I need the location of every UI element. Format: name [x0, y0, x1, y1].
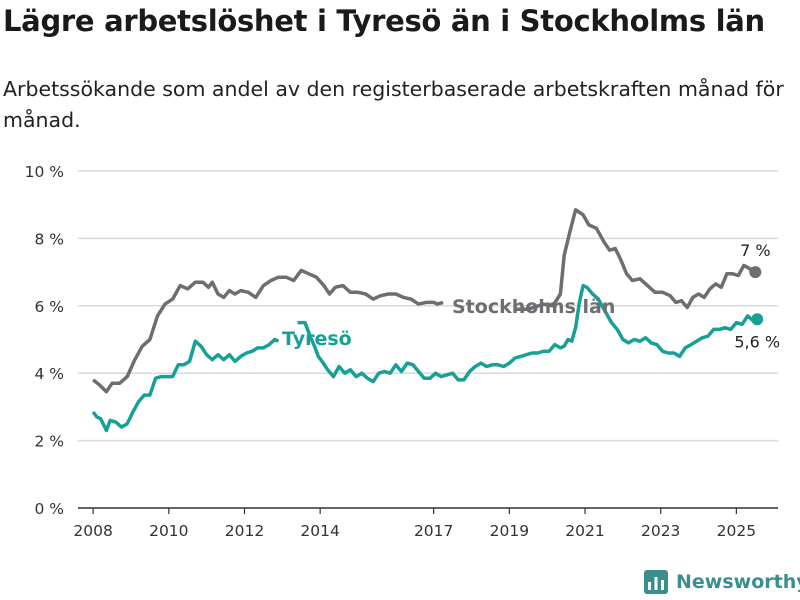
y-tick-label: 6 % [34, 298, 64, 316]
y-tick-label: 10 % [25, 163, 64, 181]
x-tick-label: 2021 [565, 522, 604, 540]
series-label-tyreso: Tyresö [282, 328, 352, 350]
x-tick-label: 2025 [717, 522, 756, 540]
x-tick-label: 2010 [149, 522, 188, 540]
end-point-stockholms-lan [749, 266, 762, 279]
series-label-stockholms-lan: Stockholms län [452, 296, 615, 318]
x-tick-label: 2008 [73, 522, 112, 540]
y-tick-label: 2 % [34, 433, 64, 451]
series-line-tyreso [91, 337, 280, 433]
series-labels: Stockholms län Tyresö 7 % 5,6 % [282, 241, 780, 351]
end-value-label-tyreso: 5,6 % [734, 332, 780, 351]
newsworthy-logo: Newsworthy [644, 570, 800, 594]
x-tick-label: 2019 [490, 522, 529, 540]
series-line-stockholms-lan [515, 208, 757, 311]
series-line-stockholms-lan [92, 268, 444, 394]
series-line-tyreso [297, 283, 758, 384]
x-tick-label: 2023 [641, 522, 680, 540]
bar-chart-icon [644, 570, 668, 594]
series-lines [91, 208, 764, 433]
y-tick-label: 0 % [34, 500, 64, 518]
y-axis-ticks: 0 % 2 % 4 % 6 % 8 % 10 % [25, 163, 64, 518]
y-tick-label: 8 % [34, 230, 64, 248]
x-axis: 2008 2010 2012 2014 2017 2019 2021 2023 2025 [73, 507, 778, 540]
x-tick-label: 2017 [414, 522, 453, 540]
end-value-label-stockholms-lan: 7 % [740, 241, 770, 260]
chart-title: Lägre arbetslöshet i Tyresö än i Stockho… [3, 4, 765, 38]
x-tick-label: 2014 [300, 522, 339, 540]
end-point-tyreso [751, 313, 764, 326]
gridlines [78, 170, 778, 442]
chart-subtitle: Arbetssökande som andel av den registerb… [3, 77, 784, 132]
brand-name: Newsworthy [676, 571, 800, 593]
y-tick-label: 4 % [34, 365, 64, 383]
x-tick-label: 2012 [225, 522, 264, 540]
